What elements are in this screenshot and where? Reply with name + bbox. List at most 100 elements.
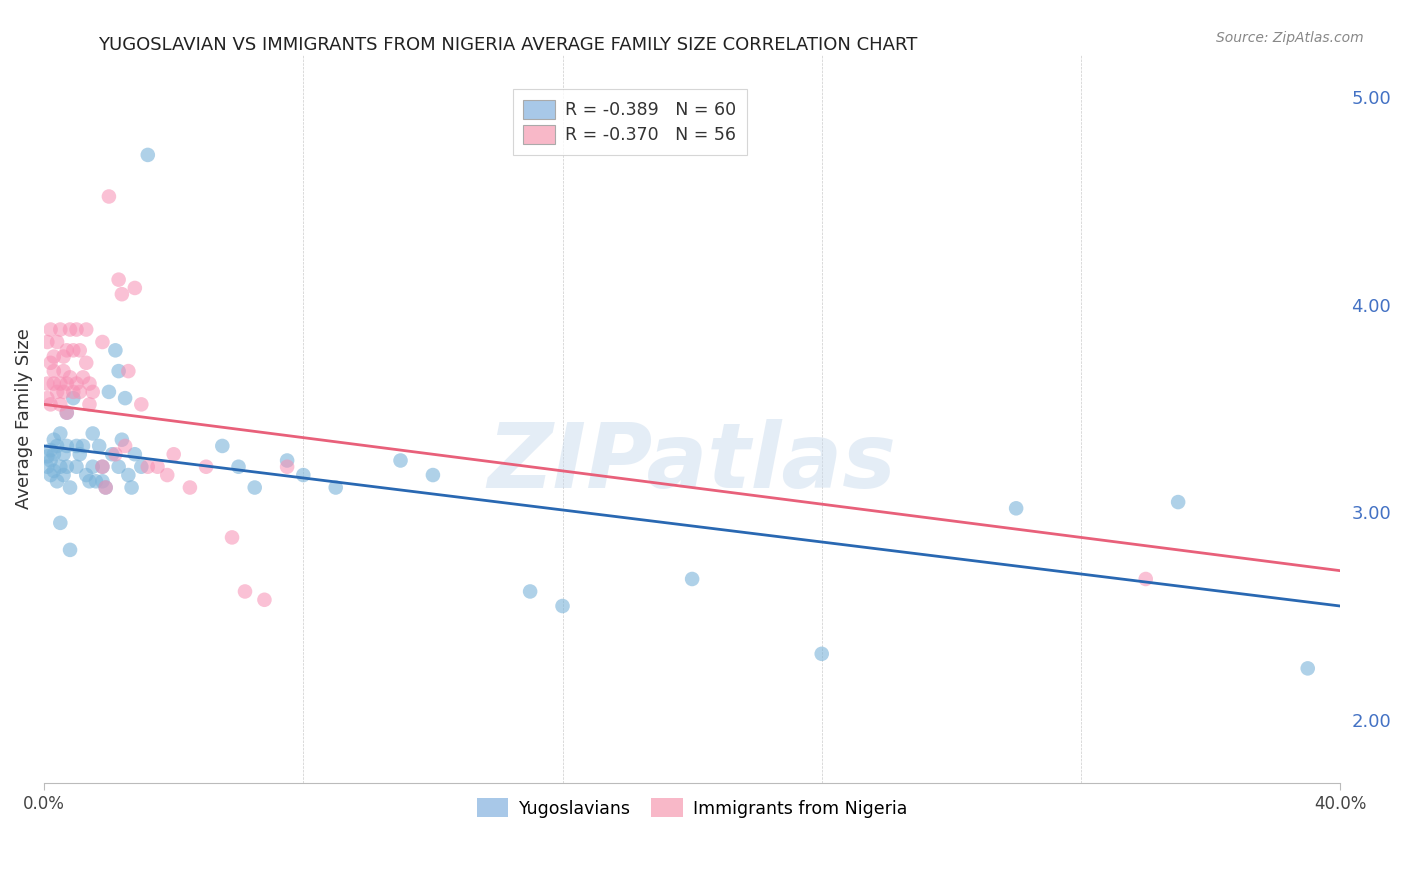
Point (59, 542, 82, 557)
Point (42, 447, 65, 461)
Point (124, 281, 146, 295)
Point (39, 356, 62, 370)
Point (233, 584, 256, 599)
Point (52, 350, 75, 364)
Point (37, 391, 59, 405)
Point (62, 384, 84, 399)
Point (1005, 501, 1028, 516)
Point (101, 447, 124, 461)
Point (163, 447, 186, 461)
Point (37, 334, 59, 349)
Point (107, 459, 129, 474)
Point (69, 384, 91, 399)
Point (422, 468, 444, 483)
Point (97, 384, 120, 399)
Point (84, 475, 107, 489)
Point (62, 391, 84, 405)
Point (65, 459, 87, 474)
Point (42, 376, 65, 391)
Point (49, 322, 72, 336)
Point (389, 453, 412, 467)
Point (79, 475, 101, 489)
Point (49, 426, 72, 441)
Text: YUGOSLAVIAN VS IMMIGRANTS FROM NIGERIA AVERAGE FAMILY SIZE CORRELATION CHART: YUGOSLAVIAN VS IMMIGRANTS FROM NIGERIA A… (98, 36, 918, 54)
Point (75, 322, 97, 336)
Point (681, 572, 703, 586)
Point (228, 459, 250, 474)
Legend: Yugoslavians, Immigrants from Nigeria: Yugoslavians, Immigrants from Nigeria (468, 789, 917, 826)
Point (211, 439, 233, 453)
Point (117, 364, 139, 378)
Point (62, 343, 84, 358)
Point (56, 406, 79, 420)
Point (42, 350, 65, 364)
Point (195, 459, 218, 474)
Point (82, 426, 104, 441)
Point (49, 376, 72, 391)
Point (72, 370, 94, 384)
Point (1167, 495, 1189, 509)
Point (37, 450, 59, 464)
Point (56, 439, 79, 453)
Point (37, 459, 59, 474)
Point (42, 364, 65, 378)
Point (253, 592, 276, 607)
Point (91, 334, 114, 349)
Point (1135, 572, 1157, 586)
Point (107, 364, 129, 378)
Point (37, 376, 59, 391)
Point (42, 433, 65, 447)
Point (59, 370, 82, 384)
Point (79, 376, 101, 391)
Point (519, 584, 541, 599)
Point (91, 475, 114, 489)
Point (276, 453, 298, 467)
Point (39, 397, 62, 411)
Point (52, 384, 75, 399)
Point (131, 397, 153, 411)
Point (551, 599, 574, 613)
Point (82, 459, 104, 474)
Point (65, 439, 87, 453)
Point (72, 439, 94, 453)
Point (276, 459, 298, 474)
Point (97, 189, 120, 203)
Point (52, 447, 75, 461)
Point (56, 376, 79, 391)
Point (65, 376, 87, 391)
Point (65, 322, 87, 336)
Point (89, 439, 111, 453)
Point (136, 459, 159, 474)
Point (124, 447, 146, 461)
Point (91, 459, 114, 474)
Point (39, 443, 62, 458)
Point (75, 468, 97, 483)
Point (59, 322, 82, 336)
Point (243, 481, 266, 495)
Point (91, 459, 114, 474)
Point (69, 343, 91, 358)
Point (179, 481, 201, 495)
Point (52, 364, 75, 378)
Point (325, 481, 347, 495)
Point (810, 647, 832, 661)
Point (146, 459, 169, 474)
Point (136, 148, 159, 162)
Point (79, 397, 101, 411)
Point (56, 343, 79, 358)
Point (117, 468, 139, 483)
Point (39, 453, 62, 467)
Point (111, 433, 134, 447)
Point (114, 439, 136, 453)
Point (121, 481, 143, 495)
Point (42, 464, 65, 478)
Point (69, 447, 91, 461)
Point (1296, 661, 1319, 675)
Point (46, 384, 69, 399)
Point (49, 397, 72, 411)
Point (52, 468, 75, 483)
Point (75, 356, 97, 370)
Point (49, 516, 72, 530)
Point (104, 447, 127, 461)
Point (39, 322, 62, 336)
